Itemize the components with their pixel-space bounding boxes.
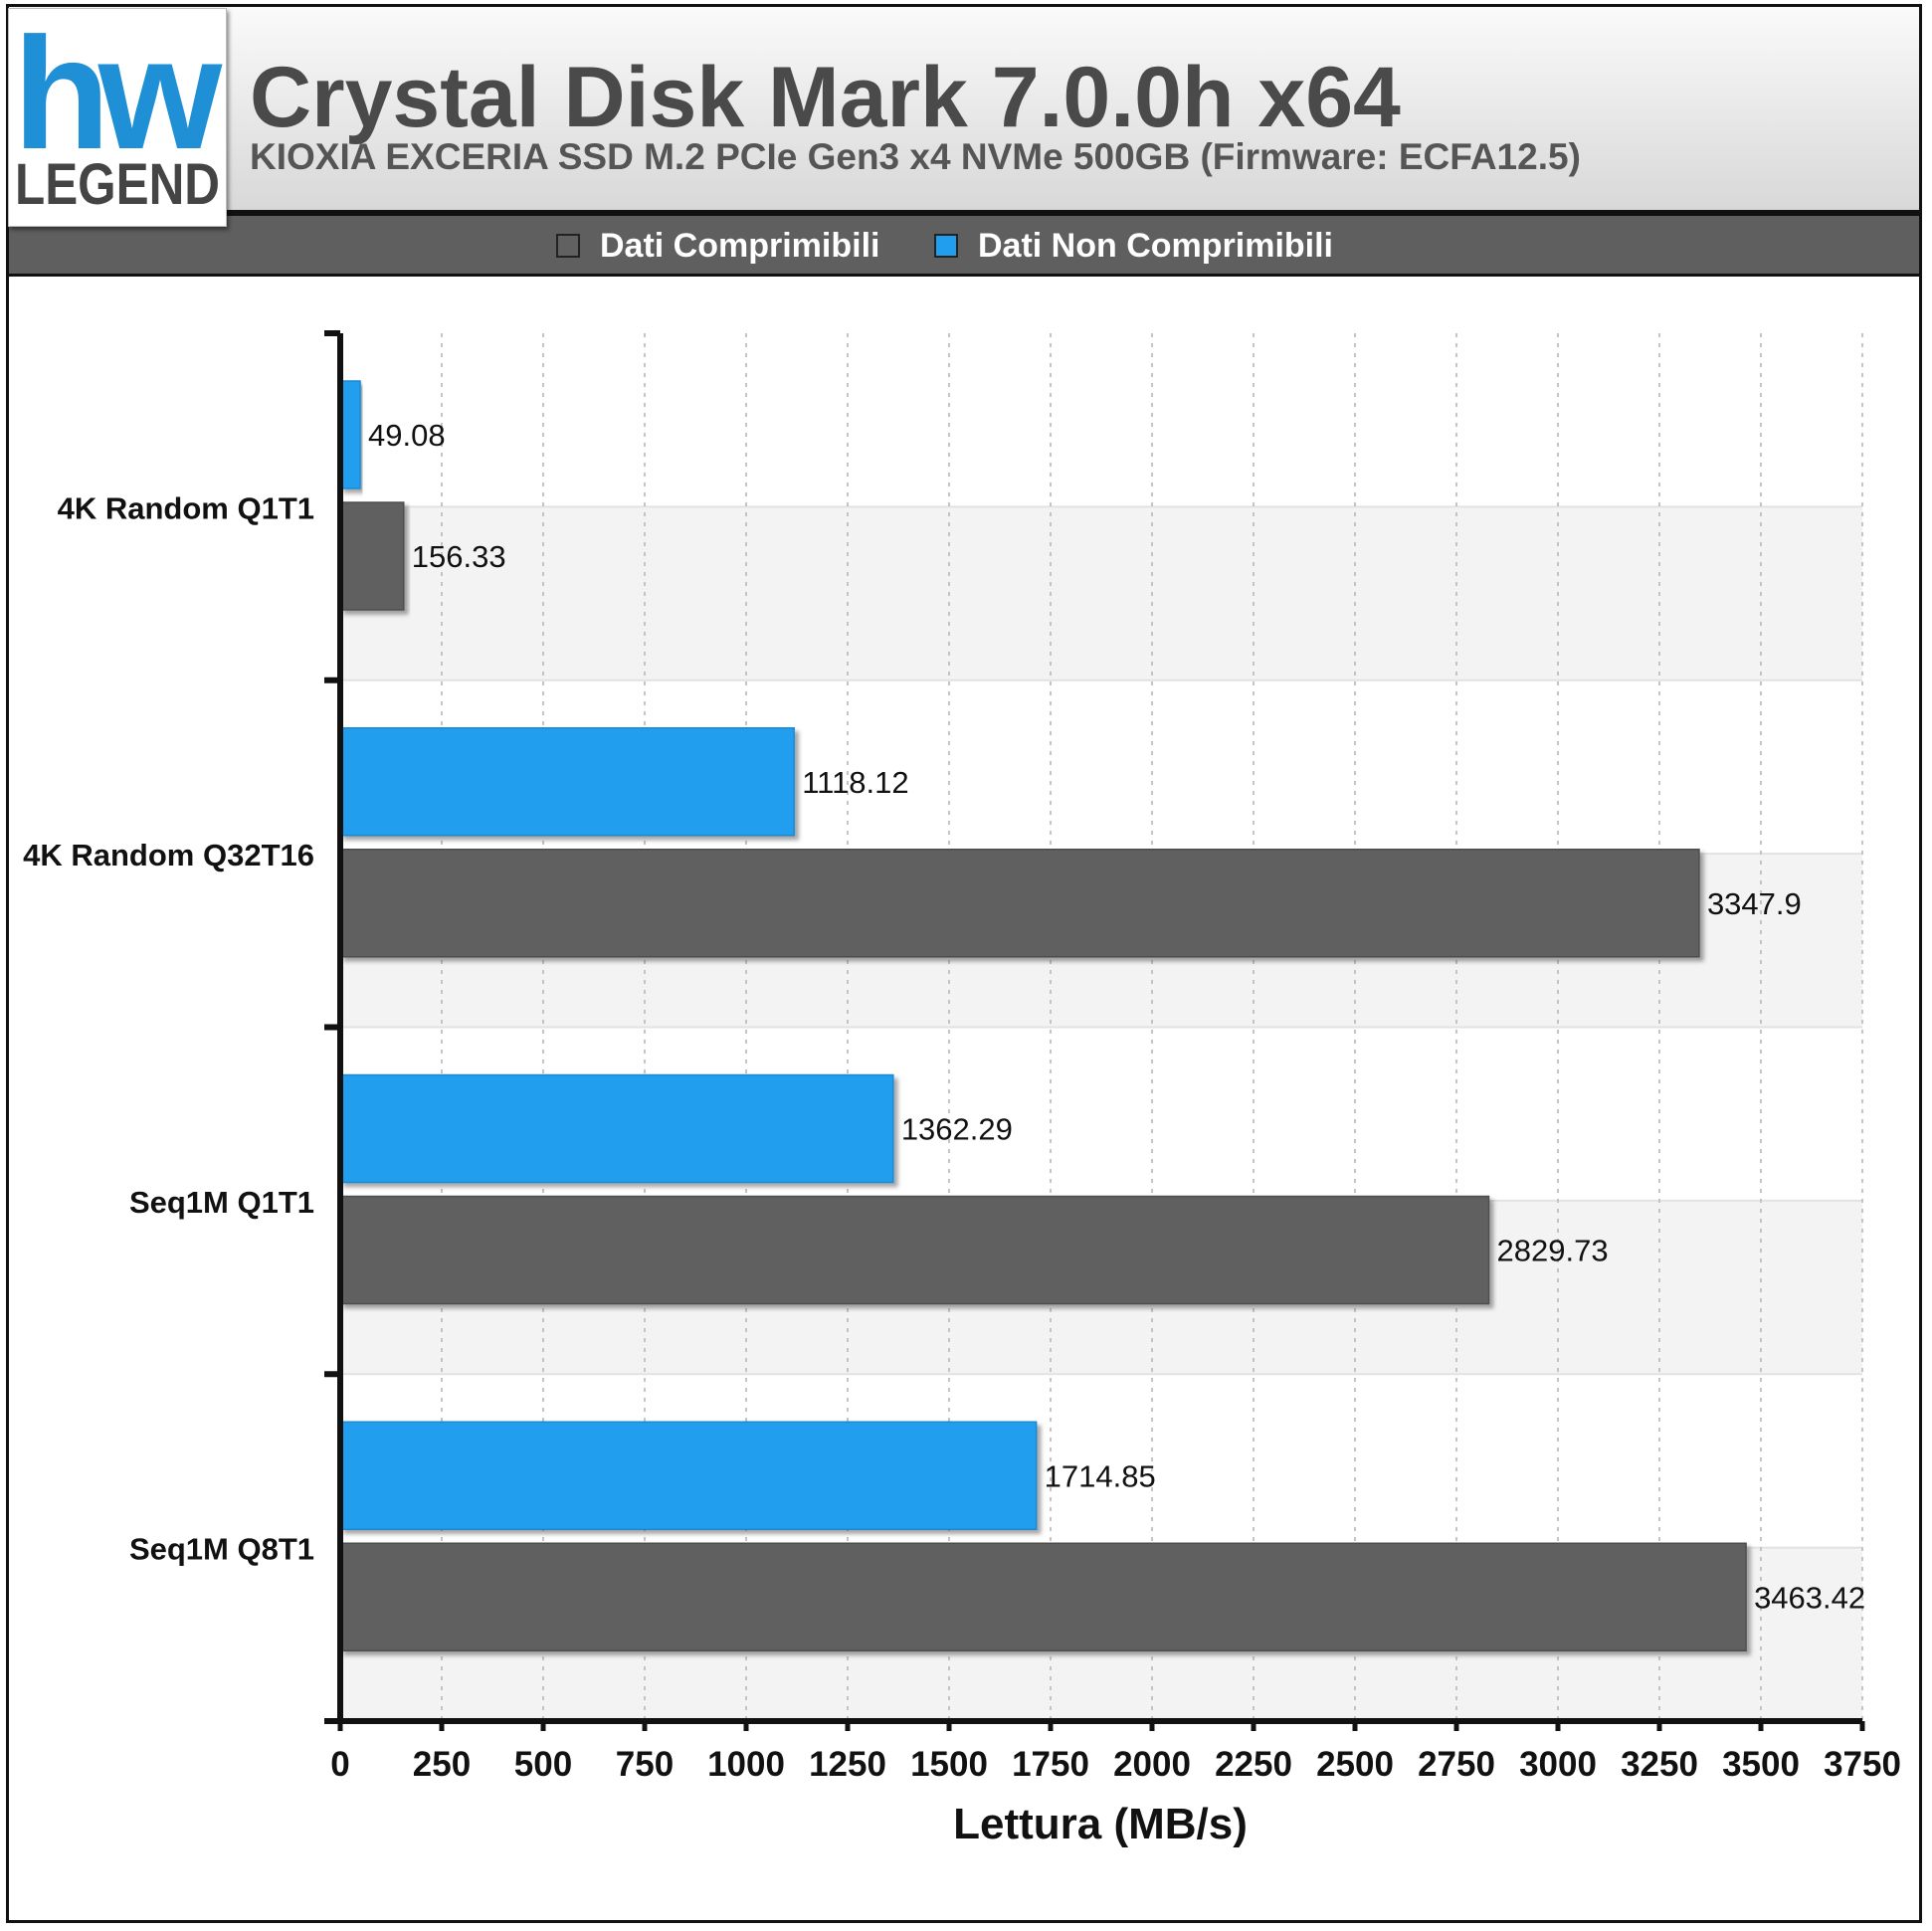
legend: Dati Comprimibili Dati Non Comprimibili [6, 213, 1922, 277]
bar-non-comprimibili [339, 1421, 1038, 1530]
plot-band [340, 506, 1862, 680]
bar-value-label: 49.08 [368, 418, 446, 453]
bar-value-label: 2829.73 [1497, 1234, 1609, 1268]
bar-comprimibili [339, 1542, 1747, 1651]
logo-legend-text: LEGEND [15, 152, 220, 217]
x-tick-label: 3000 [1519, 1745, 1597, 1784]
x-tick-label: 1250 [809, 1745, 886, 1784]
bar-comprimibili [339, 849, 1700, 958]
x-tick-label: 1500 [910, 1745, 988, 1784]
bar-value-label: 1714.85 [1045, 1458, 1156, 1493]
legend-item-comprimibili: Dati Comprimibili [556, 227, 879, 265]
x-tick-label: 250 [413, 1745, 471, 1784]
x-axis-label: Lettura (MB/s) [953, 1800, 1248, 1848]
x-tick-label: 1000 [707, 1745, 785, 1784]
chart-header: Crystal Disk Mark 7.0.0h x64 KIOXIA EXCE… [6, 4, 1922, 213]
legend-swatch-comprimibili [556, 234, 580, 258]
y-category-label: 4K Random Q32T16 [23, 838, 314, 872]
legend-swatch-non-comprimibili [934, 234, 958, 258]
bar-value-label: 1362.29 [901, 1112, 1013, 1147]
legend-item-non-comprimibili: Dati Non Comprimibili [934, 227, 1333, 265]
y-category-label: 4K Random Q1T1 [58, 490, 314, 525]
bar-non-comprimibili [339, 1073, 894, 1184]
logo-mark-text: hw [13, 9, 223, 182]
axes: 0 250 500 750 1000 1250 1500 1750 2000 2250 2500 27… [23, 330, 1901, 1784]
bar-value-label: 156.33 [412, 539, 506, 574]
bars: 49.08 1118.12 1362.29 1714.85 156.33 3347.9 28… [339, 380, 1865, 1651]
x-tick-label: 750 [616, 1745, 674, 1784]
bar-value-label: 3463.42 [1754, 1580, 1865, 1615]
legend-label-non-comprimibili: Dati Non Comprimibili [978, 226, 1333, 265]
chart-title: Crystal Disk Mark 7.0.0h x64 [250, 50, 1401, 145]
bar-value-label: 1118.12 [802, 765, 908, 800]
x-tick-label: 500 [514, 1745, 572, 1784]
bar-value-label: 3347.9 [1707, 886, 1802, 921]
hwlegend-logo: hw LEGEND [8, 4, 235, 227]
x-tick-label: 2250 [1215, 1745, 1292, 1784]
y-category-label: Seq1M Q1T1 [129, 1185, 314, 1220]
x-tick-label: 0 [330, 1745, 349, 1784]
x-tick-label: 3250 [1621, 1745, 1698, 1784]
bar-non-comprimibili [339, 380, 361, 489]
logo-graphic: hw LEGEND [13, 4, 235, 217]
x-tick-label: 2750 [1418, 1745, 1495, 1784]
bar-non-comprimibili [339, 727, 795, 837]
y-category-label: Seq1M Q8T1 [129, 1532, 314, 1567]
bar-comprimibili [339, 1195, 1490, 1305]
bar-comprimibili [339, 501, 405, 611]
x-tick-label: 3500 [1722, 1745, 1800, 1784]
x-tick-label: 2500 [1316, 1745, 1394, 1784]
x-tick-label: 3750 [1824, 1745, 1901, 1784]
legend-label-comprimibili: Dati Comprimibili [600, 226, 880, 265]
x-tick-label: 2000 [1113, 1745, 1191, 1784]
x-tick-label: 1750 [1012, 1745, 1089, 1784]
chart-subtitle: KIOXIA EXCERIA SSD M.2 PCIe Gen3 x4 NVMe… [250, 136, 1581, 177]
